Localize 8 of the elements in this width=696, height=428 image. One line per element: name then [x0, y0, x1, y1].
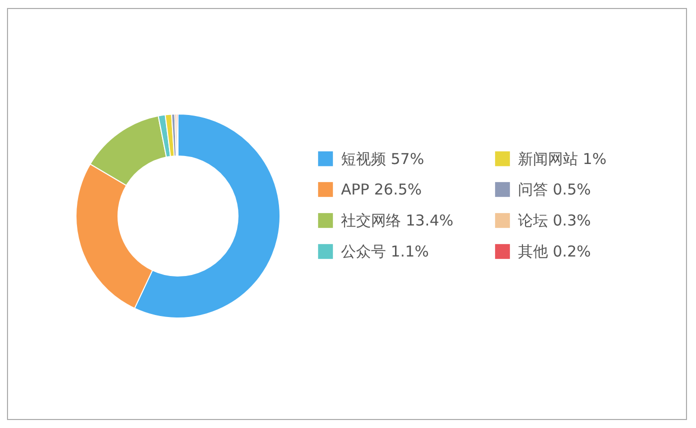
legend-label: APP 26.5%: [341, 180, 422, 198]
legend-label: 短视频 57%: [341, 150, 424, 168]
legend-label: 问答 0.5%: [518, 180, 591, 198]
legend-label: 新闻网站 1%: [518, 150, 607, 168]
legend-label: 社交网络 13.4%: [341, 212, 454, 230]
legend-label: 公众号 1.1%: [341, 242, 429, 260]
legend-label: 其他 0.2%: [518, 242, 591, 260]
legend-label: 论坛 0.3%: [518, 212, 591, 230]
